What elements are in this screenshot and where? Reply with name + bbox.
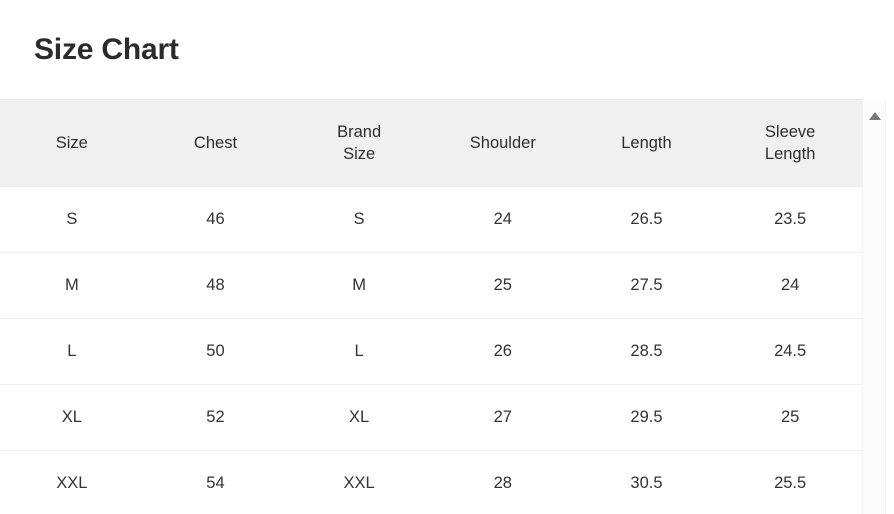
- column-header-brand-size-line1: Brand: [337, 122, 382, 141]
- page-title: Size Chart: [34, 33, 179, 66]
- column-header-sleeve-length: Sleeve Length: [718, 99, 862, 187]
- size-table-body: S 46 S 24 26.5 23.5 M 48 M 25 27.5 24: [0, 186, 862, 514]
- column-header-size: Size: [0, 99, 144, 187]
- column-header-shoulder-line1: Shoulder: [469, 133, 536, 152]
- cell-brand-size: XL: [287, 384, 431, 451]
- column-header-length: Length: [574, 99, 719, 187]
- cell-shoulder: 24: [430, 186, 575, 253]
- vertical-scrollbar[interactable]: [862, 99, 885, 514]
- cell-size: XXL: [0, 450, 144, 514]
- table-row: M 48 M 25 27.5 24: [0, 252, 862, 319]
- size-table-head: Size Chest Brand Size Shoulder: [0, 99, 862, 187]
- cell-length: 30.5: [574, 450, 719, 514]
- cell-chest: 46: [143, 186, 288, 253]
- triangle-up-icon[interactable]: [863, 106, 886, 126]
- cell-size: L: [0, 318, 144, 385]
- size-table: Size Chest Brand Size Shoulder: [0, 99, 862, 514]
- cell-brand-size: L: [287, 318, 431, 385]
- column-header-size-line1: Size: [55, 133, 88, 152]
- cell-sleeve-length: 25.5: [718, 450, 862, 514]
- cell-chest: 52: [143, 384, 288, 451]
- column-header-length-line1: Length: [621, 133, 672, 152]
- cell-size: S: [0, 186, 144, 253]
- table-row: XXL 54 XXL 28 30.5 25.5: [0, 450, 862, 514]
- table-row: XL 52 XL 27 29.5 25: [0, 384, 862, 451]
- cell-length: 28.5: [574, 318, 719, 385]
- cell-sleeve-length: 23.5: [718, 186, 862, 253]
- cell-sleeve-length: 24.5: [718, 318, 862, 385]
- column-header-shoulder: Shoulder: [430, 99, 575, 187]
- column-header-sleeve-length-line1: Sleeve: [764, 122, 816, 141]
- table-header-row: Size Chest Brand Size Shoulder: [0, 99, 862, 187]
- cell-brand-size: M: [287, 252, 431, 319]
- size-table-scrollport[interactable]: Size Chest Brand Size Shoulder: [0, 99, 862, 514]
- title-area: Size Chart: [0, 0, 894, 99]
- cell-brand-size: S: [287, 186, 431, 253]
- cell-chest: 54: [143, 450, 288, 514]
- column-header-sleeve-length-line2: Length: [764, 145, 816, 163]
- cell-shoulder: 25: [430, 252, 575, 319]
- cell-chest: 48: [143, 252, 288, 319]
- page-right-edge: [885, 99, 894, 514]
- cell-brand-size: XXL: [287, 450, 431, 514]
- table-row: L 50 L 26 28.5 24.5: [0, 318, 862, 385]
- column-header-chest-line1: Chest: [193, 133, 238, 152]
- table-row: S 46 S 24 26.5 23.5: [0, 186, 862, 253]
- cell-sleeve-length: 24: [718, 252, 862, 319]
- cell-size: M: [0, 252, 144, 319]
- column-header-brand-size: Brand Size: [287, 99, 431, 187]
- cell-shoulder: 26: [430, 318, 575, 385]
- size-table-region: Size Chest Brand Size Shoulder: [0, 99, 894, 514]
- cell-shoulder: 28: [430, 450, 575, 514]
- column-header-brand-size-line2: Size: [343, 145, 376, 163]
- cell-sleeve-length: 25: [718, 384, 862, 451]
- column-header-chest: Chest: [143, 99, 288, 187]
- cell-size: XL: [0, 384, 144, 451]
- cell-length: 29.5: [574, 384, 719, 451]
- cell-shoulder: 27: [430, 384, 575, 451]
- cell-length: 26.5: [574, 186, 719, 253]
- cell-chest: 50: [143, 318, 288, 385]
- cell-length: 27.5: [574, 252, 719, 319]
